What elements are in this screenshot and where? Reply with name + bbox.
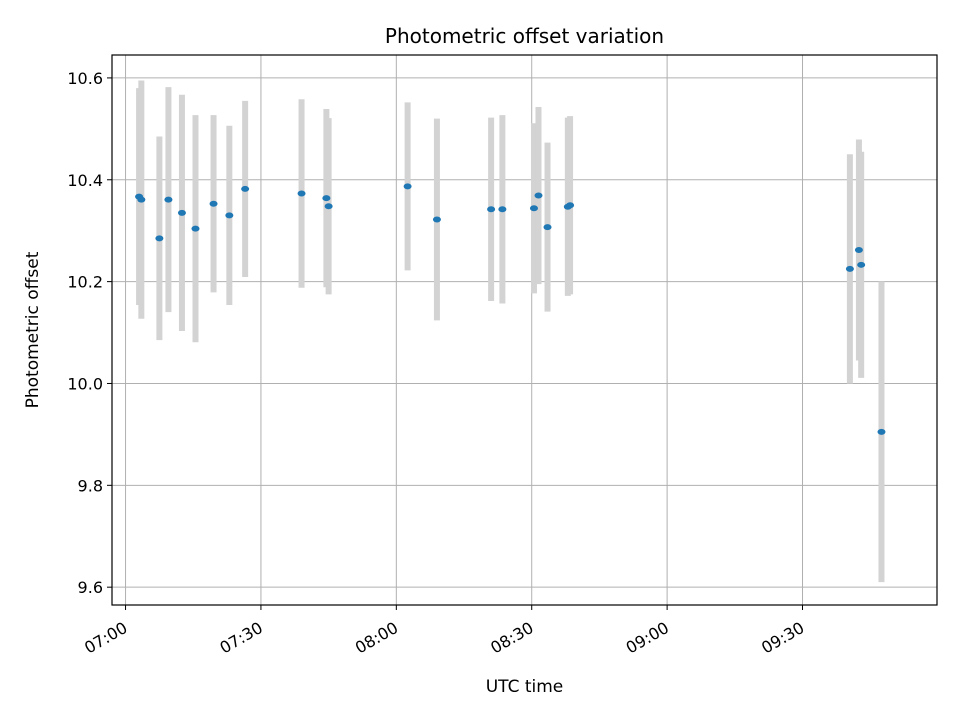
x-axis-title: UTC time: [486, 677, 564, 697]
data-point: [432, 216, 441, 223]
y-tick-label: 9.8: [78, 476, 103, 495]
data-point: [534, 192, 543, 199]
data-point: [498, 206, 507, 213]
y-axis-title: Photometric offset: [23, 251, 43, 408]
data-point: [177, 209, 186, 216]
data-point: [164, 196, 173, 203]
y-tick-label: 10.0: [67, 374, 103, 393]
data-point: [241, 185, 250, 192]
plot-frame: [111, 54, 938, 606]
chart-title: Photometric offset variation: [385, 24, 664, 48]
data-point: [403, 183, 412, 190]
data-point: [857, 261, 866, 268]
data-points: [135, 183, 886, 435]
y-tick-label: 10.6: [67, 69, 103, 88]
data-point: [324, 203, 333, 210]
data-point: [225, 212, 234, 219]
y-tick-label: 10.2: [67, 273, 103, 292]
data-point: [137, 196, 146, 203]
data-point: [209, 200, 218, 207]
y-axis: 9.6 9.8 10.0 10.2 10.4 10.6: [67, 69, 112, 597]
data-point: [543, 224, 552, 231]
data-point: [297, 190, 306, 197]
data-point: [487, 206, 496, 213]
data-point: [877, 428, 886, 435]
data-point: [566, 202, 575, 209]
data-point: [845, 265, 854, 272]
y-tick-label: 9.6: [78, 578, 103, 597]
y-tick-label: 10.4: [67, 171, 103, 190]
data-point: [191, 225, 200, 232]
data-point: [854, 247, 863, 254]
data-point: [529, 205, 538, 212]
data-point: [322, 195, 331, 202]
grid: [112, 55, 937, 605]
data-point: [155, 235, 164, 242]
